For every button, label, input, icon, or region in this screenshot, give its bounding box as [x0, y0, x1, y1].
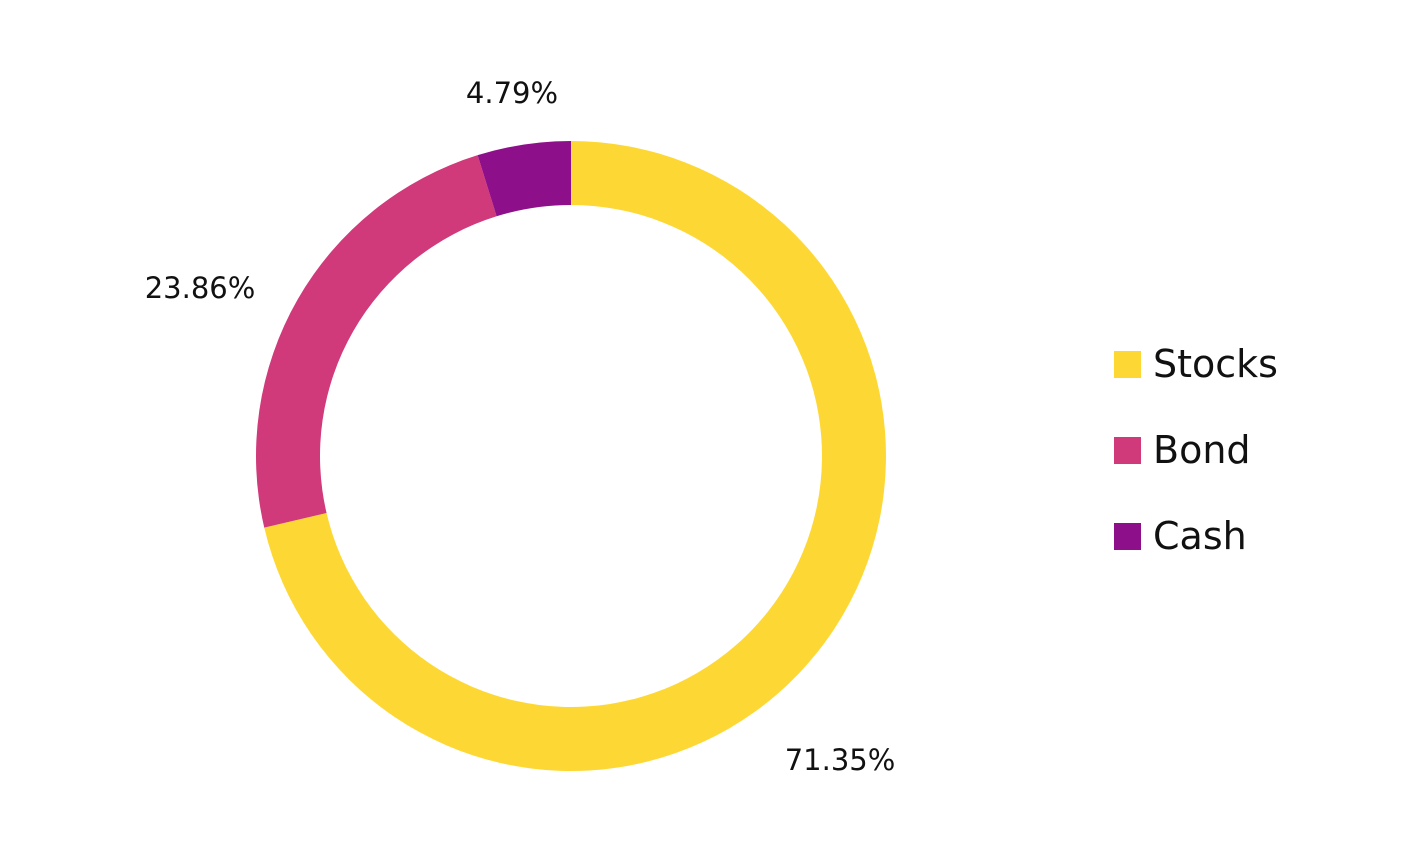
legend-label-bond: Bond	[1153, 428, 1251, 472]
legend: Stocks Bond Cash	[1114, 342, 1278, 558]
legend-item-stocks: Stocks	[1114, 342, 1278, 386]
data-labels: 71.35% 23.86% 4.79%	[145, 76, 896, 777]
slice-cash	[477, 141, 571, 217]
legend-item-bond: Bond	[1114, 428, 1278, 472]
data-label-bond: 23.86%	[145, 271, 256, 305]
legend-label-cash: Cash	[1153, 514, 1247, 558]
slice-bond	[256, 155, 497, 528]
data-label-cash: 4.79%	[466, 76, 558, 110]
donut-slices	[256, 141, 886, 772]
legend-swatch-stocks	[1114, 350, 1141, 378]
legend-item-cash: Cash	[1114, 514, 1278, 558]
legend-swatch-bond	[1114, 436, 1141, 464]
legend-swatch-cash	[1114, 522, 1141, 550]
legend-label-stocks: Stocks	[1153, 342, 1278, 386]
data-label-stocks: 71.35%	[785, 743, 896, 777]
